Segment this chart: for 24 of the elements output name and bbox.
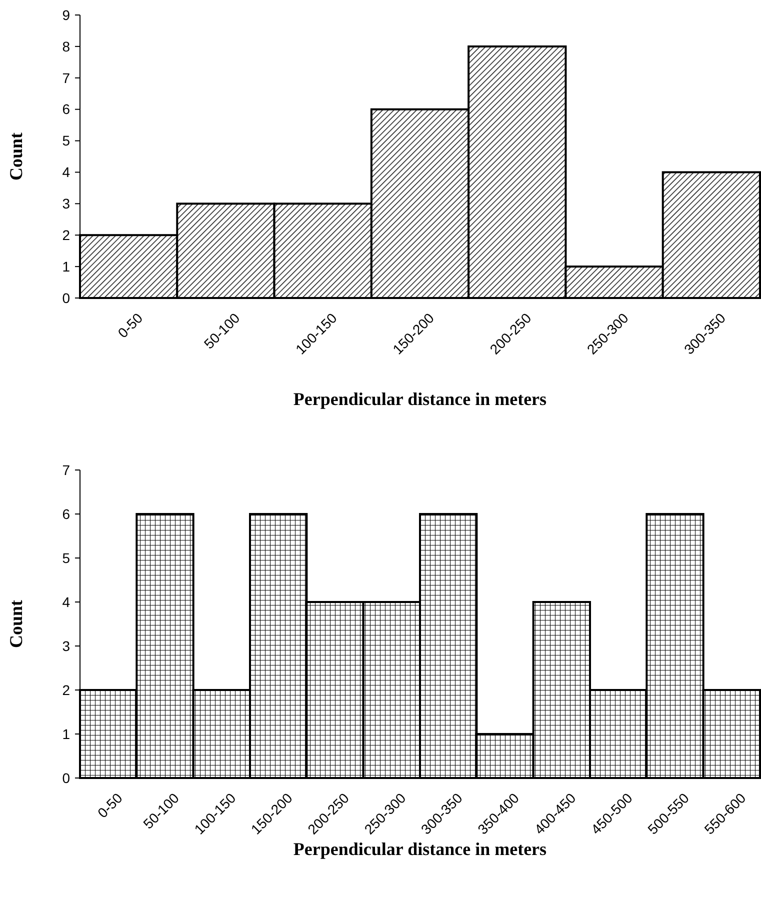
y-tick-label: 5	[62, 132, 70, 149]
y-tick-label: 2	[62, 227, 70, 244]
x-axis-title: Perpendicular distance in meters	[293, 389, 547, 409]
y-tick-label: 8	[62, 38, 70, 54]
y-tick-label: 1	[62, 726, 70, 742]
y-tick-label: 3	[62, 638, 70, 654]
y-tick-label: 5	[62, 550, 70, 566]
y-tick-label: 6	[62, 506, 70, 522]
x-axis-title: Perpendicular distance in meters	[293, 839, 547, 859]
y-tick-label: 1	[62, 258, 70, 274]
y-tick-label: 4	[62, 594, 70, 610]
y-tick-label: 7	[62, 462, 70, 478]
x-tick-label: 0-50	[114, 310, 146, 341]
y-tick-label: 2	[62, 682, 70, 698]
y-axis-title: Count	[6, 600, 26, 648]
x-tick-label: 0-50	[94, 790, 126, 821]
y-tick-label: 4	[62, 164, 70, 180]
y-axis-title: Count	[6, 132, 26, 181]
y-tick-label: 7	[62, 70, 70, 86]
y-tick-label: 9	[62, 6, 70, 23]
y-tick-label: 6	[62, 101, 70, 118]
y-tick-label: 0	[62, 290, 70, 306]
y-tick-label: 3	[62, 196, 70, 212]
y-tick-label: 0	[62, 770, 70, 786]
